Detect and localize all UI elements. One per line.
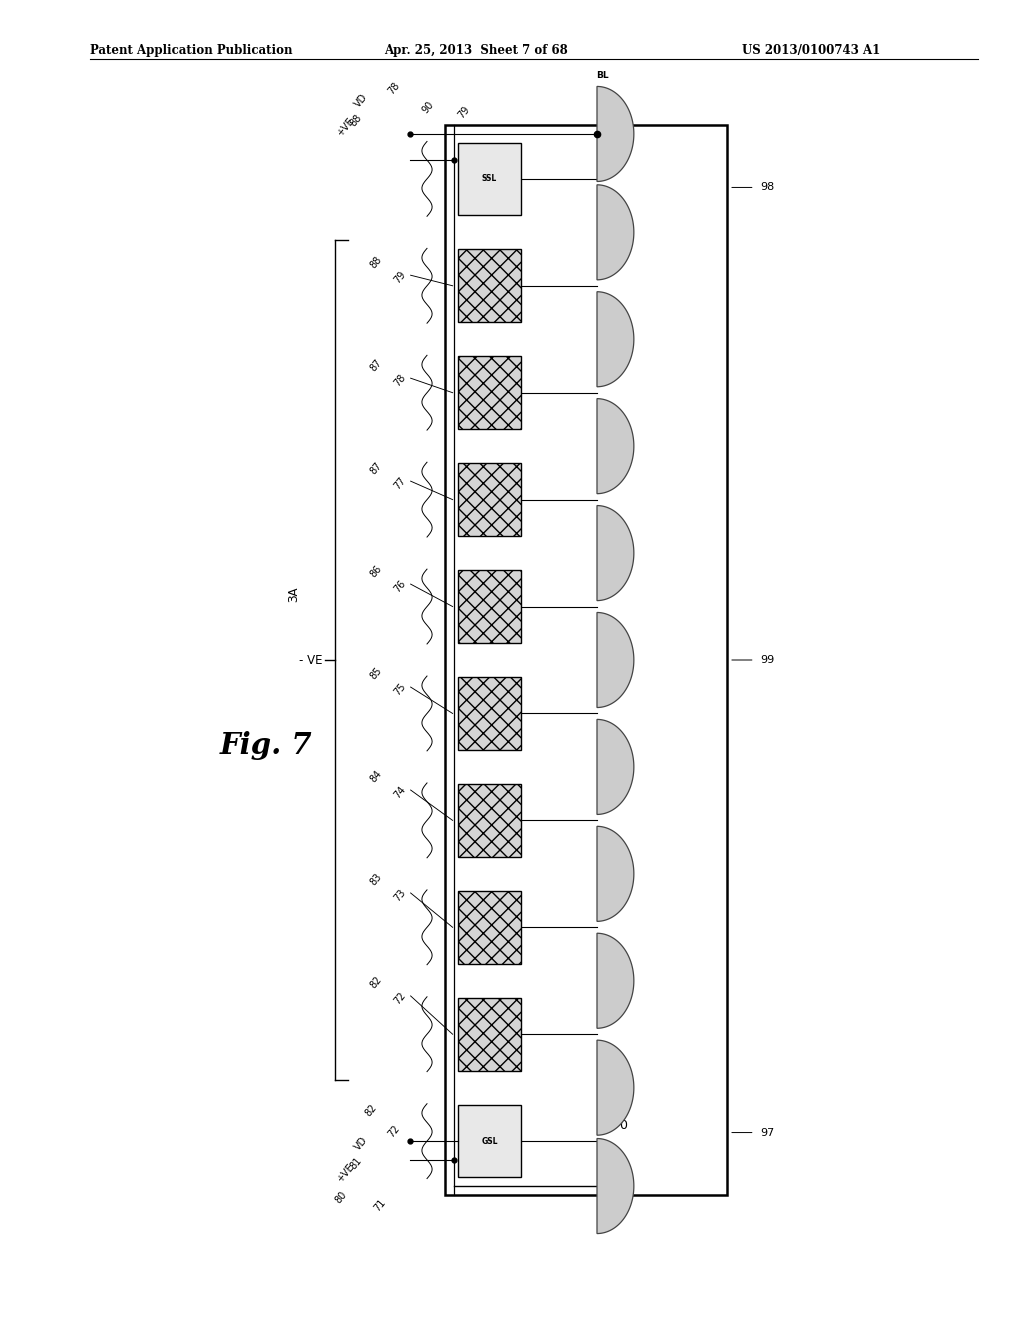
Text: BL: BL <box>596 71 608 79</box>
Bar <box>458 570 521 643</box>
Bar <box>458 143 521 215</box>
Polygon shape <box>597 612 634 708</box>
Polygon shape <box>597 86 634 181</box>
Text: ЗА: ЗА <box>288 586 300 602</box>
Text: 79: 79 <box>456 104 471 120</box>
Text: 72: 72 <box>386 1123 401 1139</box>
Text: Fig. 7: Fig. 7 <box>220 731 312 760</box>
Bar <box>458 891 521 964</box>
Text: 84: 84 <box>369 770 384 784</box>
Text: 99: 99 <box>760 655 774 665</box>
Text: Apr. 25, 2013  Sheet 7 of 68: Apr. 25, 2013 Sheet 7 of 68 <box>384 44 567 57</box>
Text: 71: 71 <box>372 1197 387 1213</box>
Bar <box>445 125 727 1195</box>
Text: 80: 80 <box>333 1189 348 1205</box>
Polygon shape <box>597 292 634 387</box>
Polygon shape <box>597 1139 634 1234</box>
Text: +VE: +VE <box>335 1162 356 1184</box>
Polygon shape <box>597 399 634 494</box>
Text: 75: 75 <box>392 681 408 697</box>
Text: Patent Application Publication: Patent Application Publication <box>90 44 293 57</box>
Text: 88: 88 <box>369 255 384 271</box>
Text: 82: 82 <box>364 1102 379 1118</box>
Polygon shape <box>597 185 634 280</box>
Text: 70: 70 <box>612 1118 628 1131</box>
Text: 86: 86 <box>369 564 384 578</box>
Text: US 2013/0100743 A1: US 2013/0100743 A1 <box>742 44 881 57</box>
Text: 76: 76 <box>392 578 408 594</box>
Bar <box>458 784 521 857</box>
Text: 78: 78 <box>386 81 401 96</box>
Text: 83: 83 <box>369 873 384 887</box>
Text: 88: 88 <box>348 112 364 128</box>
Text: 79: 79 <box>392 269 408 286</box>
Text: - VE: - VE <box>299 653 323 667</box>
Text: +VE: +VE <box>335 116 356 139</box>
Bar <box>458 1105 521 1177</box>
Text: 81: 81 <box>348 1155 364 1171</box>
Polygon shape <box>597 719 634 814</box>
Polygon shape <box>597 1040 634 1135</box>
Bar <box>458 998 521 1071</box>
Polygon shape <box>597 933 634 1028</box>
Bar <box>458 677 521 750</box>
Polygon shape <box>597 826 634 921</box>
Text: 72: 72 <box>392 990 408 1006</box>
Polygon shape <box>597 506 634 601</box>
Text: GSL: GSL <box>481 1137 498 1146</box>
Text: VD: VD <box>353 1135 370 1152</box>
Text: 74: 74 <box>392 784 408 800</box>
Text: VD: VD <box>353 92 370 110</box>
Text: 97: 97 <box>760 1127 774 1138</box>
Bar <box>458 249 521 322</box>
Text: 87: 87 <box>369 459 384 477</box>
Text: 73: 73 <box>392 887 408 903</box>
Bar <box>458 356 521 429</box>
Text: SSL: SSL <box>482 174 497 183</box>
Text: 87: 87 <box>369 356 384 372</box>
Text: 77: 77 <box>392 475 408 492</box>
Bar <box>458 463 521 536</box>
Text: 90: 90 <box>420 99 435 115</box>
Text: 78: 78 <box>392 372 408 388</box>
Text: 98: 98 <box>760 182 774 193</box>
Text: 85: 85 <box>369 665 384 681</box>
Text: 82: 82 <box>369 974 384 990</box>
